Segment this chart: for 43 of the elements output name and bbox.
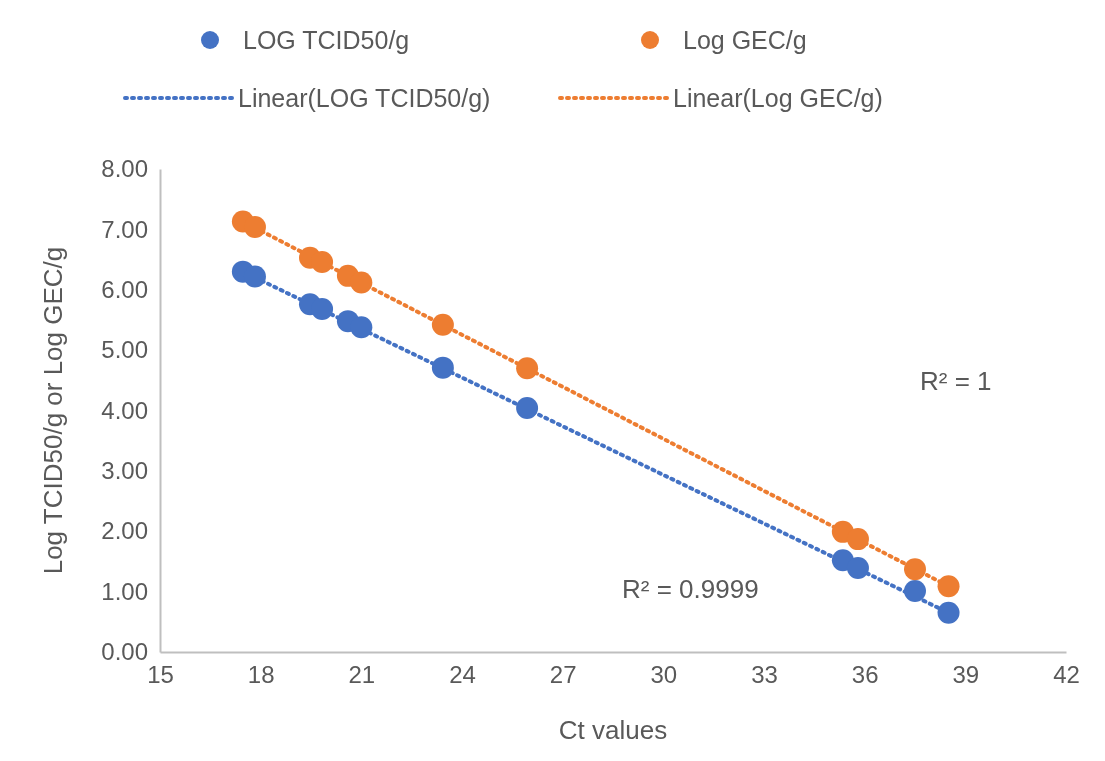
x-tick-label: 42	[1053, 661, 1080, 689]
point	[846, 557, 869, 580]
point	[431, 356, 454, 379]
y-axis-title: Log TCID50/g or Log GEC/g	[38, 246, 68, 575]
point	[904, 580, 926, 602]
point	[431, 313, 454, 336]
point	[311, 298, 334, 321]
x-tick-label: 21	[348, 661, 376, 689]
legend-label: Linear(LOG TCID50/g)	[238, 84, 491, 112]
x-tick-label: 24	[449, 661, 476, 689]
y-tick-label: 8.00	[101, 155, 148, 183]
point	[243, 265, 266, 288]
y-tick-label: 6.00	[101, 275, 148, 303]
x-tick-label: 27	[549, 661, 577, 689]
x-tick-label: 39	[952, 661, 980, 689]
legend-label: Linear(Log GEC/g)	[673, 84, 883, 112]
x-tick-label: 18	[247, 661, 275, 689]
x-tick-label: 15	[147, 661, 174, 689]
point	[243, 215, 266, 238]
point	[350, 316, 373, 339]
x-tick-label: 30	[650, 661, 678, 689]
y-tick-label: 5.00	[101, 336, 148, 364]
y-tick-label: 1.00	[101, 577, 148, 605]
y-tick-label: 4.00	[101, 396, 148, 424]
point	[904, 558, 926, 581]
annotation: R² = 0.9999	[622, 574, 759, 604]
legend-label: Log GEC/g	[683, 26, 807, 54]
y-tick-label: 0.00	[101, 638, 148, 666]
point	[937, 575, 960, 598]
x-axis-title: Ct values	[558, 715, 668, 745]
y-tick-label: 7.00	[101, 215, 148, 243]
x-tick-label: 36	[851, 661, 879, 689]
point	[846, 528, 869, 551]
x-tick-label: 33	[751, 661, 778, 689]
legend-label: LOG TCID50/g	[243, 26, 410, 54]
annotation: R² = 1	[920, 366, 992, 396]
y-tick-label: 2.00	[101, 517, 148, 545]
point	[937, 601, 960, 624]
point	[350, 271, 373, 294]
point	[516, 397, 539, 420]
y-tick-label: 3.00	[101, 457, 148, 485]
point	[516, 357, 539, 380]
point	[311, 251, 334, 273]
